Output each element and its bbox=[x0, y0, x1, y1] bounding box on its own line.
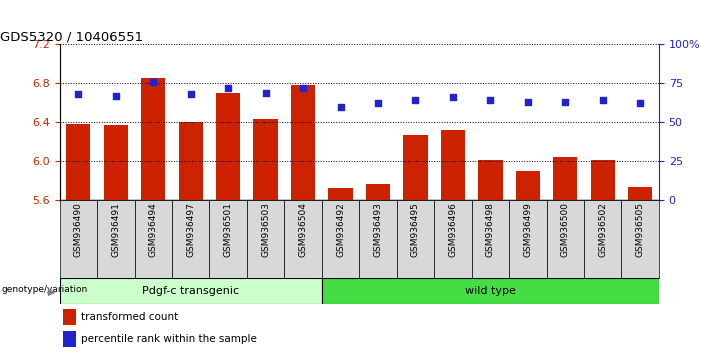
Point bbox=[634, 101, 646, 106]
FancyBboxPatch shape bbox=[547, 200, 584, 278]
Bar bbox=[553, 157, 578, 200]
Bar bbox=[403, 135, 428, 200]
FancyBboxPatch shape bbox=[397, 200, 434, 278]
FancyBboxPatch shape bbox=[135, 200, 172, 278]
FancyBboxPatch shape bbox=[172, 200, 210, 278]
Point bbox=[297, 85, 308, 91]
Text: transformed count: transformed count bbox=[81, 312, 178, 322]
Text: Pdgf-c transgenic: Pdgf-c transgenic bbox=[142, 286, 239, 296]
Bar bbox=[516, 171, 540, 200]
Text: GSM936499: GSM936499 bbox=[524, 202, 532, 257]
Text: GSM936503: GSM936503 bbox=[261, 202, 270, 257]
Bar bbox=[62, 331, 76, 347]
Text: GSM936493: GSM936493 bbox=[374, 202, 383, 257]
Point bbox=[335, 104, 346, 109]
Bar bbox=[628, 187, 653, 200]
Text: GSM936491: GSM936491 bbox=[111, 202, 121, 257]
Text: percentile rank within the sample: percentile rank within the sample bbox=[81, 334, 257, 344]
Point bbox=[73, 91, 84, 97]
Bar bbox=[478, 160, 503, 200]
Text: GSM936500: GSM936500 bbox=[561, 202, 570, 257]
Text: GSM936501: GSM936501 bbox=[224, 202, 233, 257]
Text: wild type: wild type bbox=[465, 286, 516, 296]
Bar bbox=[216, 93, 240, 200]
FancyBboxPatch shape bbox=[359, 200, 397, 278]
FancyBboxPatch shape bbox=[509, 200, 547, 278]
Text: GSM936496: GSM936496 bbox=[449, 202, 458, 257]
Bar bbox=[590, 160, 615, 200]
Bar bbox=[66, 124, 90, 200]
Point bbox=[597, 97, 608, 103]
FancyBboxPatch shape bbox=[322, 278, 659, 304]
Bar bbox=[254, 119, 278, 200]
Bar bbox=[291, 85, 315, 200]
Point bbox=[260, 90, 271, 95]
Point bbox=[222, 85, 233, 91]
FancyBboxPatch shape bbox=[210, 200, 247, 278]
Point bbox=[372, 101, 383, 106]
Point bbox=[522, 99, 533, 105]
FancyBboxPatch shape bbox=[584, 200, 622, 278]
Bar bbox=[104, 125, 128, 200]
Text: GSM936498: GSM936498 bbox=[486, 202, 495, 257]
Text: genotype/variation: genotype/variation bbox=[1, 285, 88, 294]
Bar bbox=[366, 184, 390, 200]
Point bbox=[485, 97, 496, 103]
Bar bbox=[179, 122, 203, 200]
Text: GSM936492: GSM936492 bbox=[336, 202, 345, 257]
Text: GDS5320 / 10406551: GDS5320 / 10406551 bbox=[0, 30, 143, 43]
Text: GSM936502: GSM936502 bbox=[598, 202, 607, 257]
Bar bbox=[441, 130, 465, 200]
FancyBboxPatch shape bbox=[622, 200, 659, 278]
Text: GSM936497: GSM936497 bbox=[186, 202, 195, 257]
Bar bbox=[328, 188, 353, 200]
Point bbox=[148, 79, 159, 85]
Point bbox=[410, 97, 421, 103]
FancyBboxPatch shape bbox=[285, 200, 322, 278]
Text: GSM936505: GSM936505 bbox=[636, 202, 645, 257]
FancyBboxPatch shape bbox=[60, 278, 322, 304]
Bar bbox=[141, 78, 165, 200]
FancyBboxPatch shape bbox=[322, 200, 359, 278]
FancyBboxPatch shape bbox=[247, 200, 285, 278]
Point bbox=[559, 99, 571, 105]
Point bbox=[110, 93, 121, 98]
Text: GSM936494: GSM936494 bbox=[149, 202, 158, 257]
Text: GSM936504: GSM936504 bbox=[299, 202, 308, 257]
FancyBboxPatch shape bbox=[434, 200, 472, 278]
Text: GSM936490: GSM936490 bbox=[74, 202, 83, 257]
Point bbox=[447, 95, 458, 100]
FancyBboxPatch shape bbox=[60, 200, 97, 278]
Bar bbox=[62, 309, 76, 325]
FancyBboxPatch shape bbox=[472, 200, 509, 278]
Text: GSM936495: GSM936495 bbox=[411, 202, 420, 257]
FancyBboxPatch shape bbox=[97, 200, 135, 278]
Point bbox=[185, 91, 196, 97]
